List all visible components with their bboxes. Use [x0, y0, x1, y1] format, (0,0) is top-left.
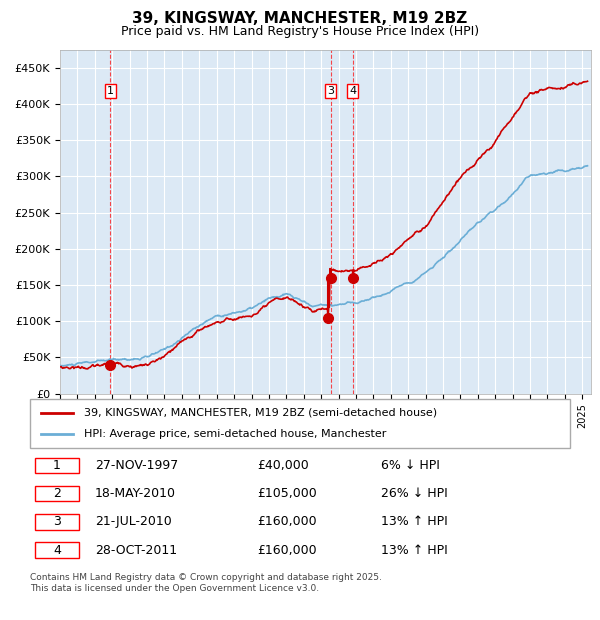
Text: 21-JUL-2010: 21-JUL-2010	[95, 515, 172, 528]
Bar	[35, 458, 79, 473]
Text: 27-NOV-1997: 27-NOV-1997	[95, 459, 178, 472]
Text: 13% ↑ HPI: 13% ↑ HPI	[381, 544, 448, 557]
Text: HPI: Average price, semi-detached house, Manchester: HPI: Average price, semi-detached house,…	[84, 429, 386, 439]
Text: £160,000: £160,000	[257, 544, 316, 557]
Text: 18-MAY-2010: 18-MAY-2010	[95, 487, 176, 500]
Text: £160,000: £160,000	[257, 515, 316, 528]
Bar	[35, 486, 79, 502]
Text: 6% ↓ HPI: 6% ↓ HPI	[381, 459, 440, 472]
Text: 13% ↑ HPI: 13% ↑ HPI	[381, 515, 448, 528]
Text: 1: 1	[107, 86, 114, 96]
Text: 3: 3	[53, 515, 61, 528]
Text: Contains HM Land Registry data © Crown copyright and database right 2025.
This d: Contains HM Land Registry data © Crown c…	[30, 574, 382, 593]
Bar	[35, 514, 79, 529]
Text: £105,000: £105,000	[257, 487, 317, 500]
Bar	[35, 542, 79, 558]
Text: 4: 4	[53, 544, 61, 557]
Text: 26% ↓ HPI: 26% ↓ HPI	[381, 487, 448, 500]
Text: £40,000: £40,000	[257, 459, 308, 472]
Text: 3: 3	[327, 86, 334, 96]
Text: 28-OCT-2011: 28-OCT-2011	[95, 544, 177, 557]
Text: 39, KINGSWAY, MANCHESTER, M19 2BZ: 39, KINGSWAY, MANCHESTER, M19 2BZ	[133, 11, 467, 26]
Text: 39, KINGSWAY, MANCHESTER, M19 2BZ (semi-detached house): 39, KINGSWAY, MANCHESTER, M19 2BZ (semi-…	[84, 408, 437, 418]
Text: 2: 2	[53, 487, 61, 500]
Text: 4: 4	[349, 86, 356, 96]
Text: 1: 1	[53, 459, 61, 472]
Text: Price paid vs. HM Land Registry's House Price Index (HPI): Price paid vs. HM Land Registry's House …	[121, 25, 479, 38]
